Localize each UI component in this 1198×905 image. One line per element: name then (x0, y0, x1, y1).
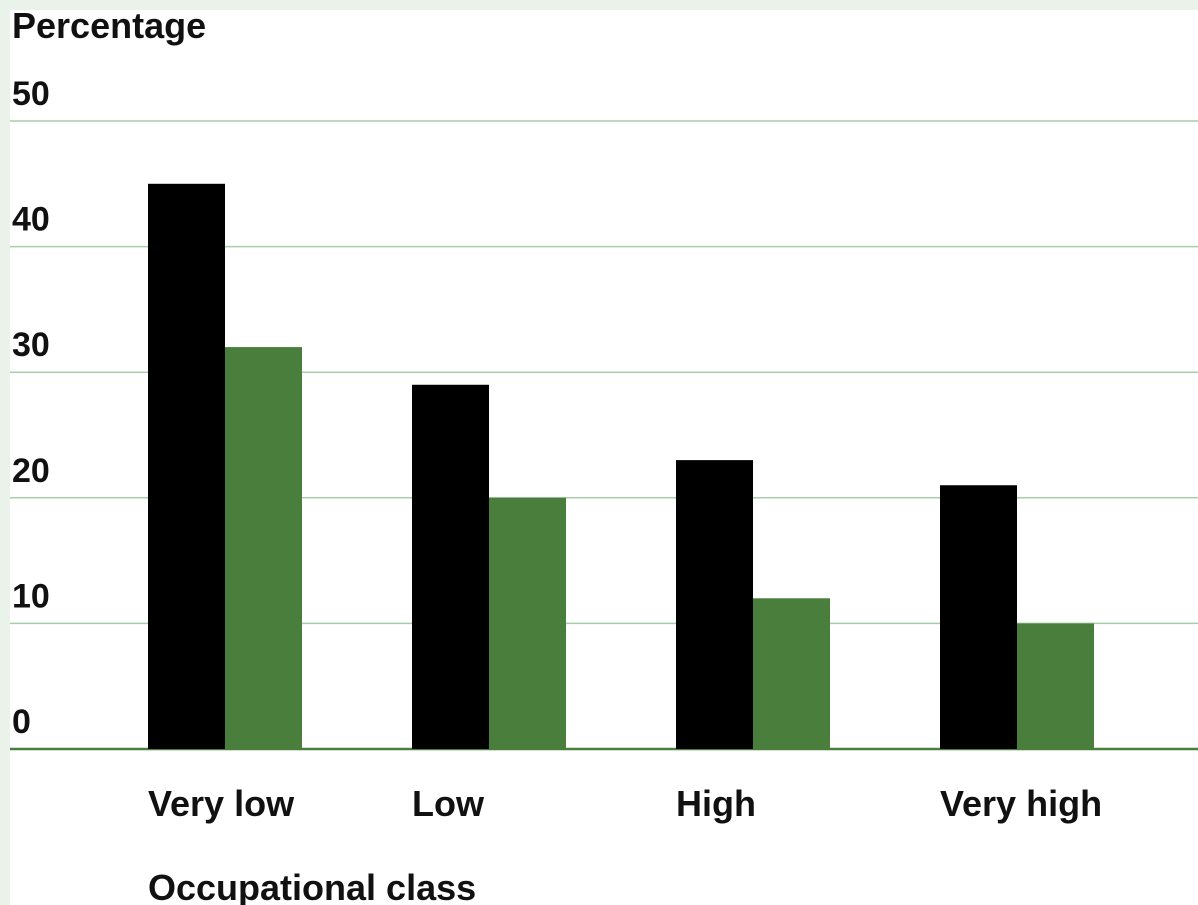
bar-series2-very-high (1017, 623, 1094, 749)
y-tick-label: 30 (12, 326, 50, 364)
y-axis-ticks: 0 10 20 30 40 50 (12, 75, 50, 741)
bar-series1-very-low (148, 183, 225, 750)
y-tick-label: 0 (12, 703, 31, 741)
bars (148, 183, 1094, 750)
y-tick-label: 10 (12, 577, 50, 615)
bar-series2-low (489, 497, 566, 749)
y-tick-label: 20 (12, 452, 50, 490)
bar-series1-very-high (940, 485, 1017, 749)
x-category-label: High (676, 783, 756, 824)
x-category-label: Very high (940, 783, 1102, 824)
x-category-label: Low (412, 783, 485, 824)
bar-series1-high (676, 460, 753, 749)
bar-series2-very-low (225, 347, 302, 749)
bar-series1-low (412, 384, 489, 749)
y-axis-label: Percentage (12, 5, 206, 46)
x-category-label: Very low (148, 783, 295, 824)
x-axis-label: Occupational class (148, 867, 476, 905)
x-axis-categories: Very low Low High Very high (148, 783, 1102, 824)
y-tick-label: 40 (12, 201, 50, 239)
bar-series2-high (753, 598, 830, 749)
y-tick-label: 50 (12, 75, 50, 113)
